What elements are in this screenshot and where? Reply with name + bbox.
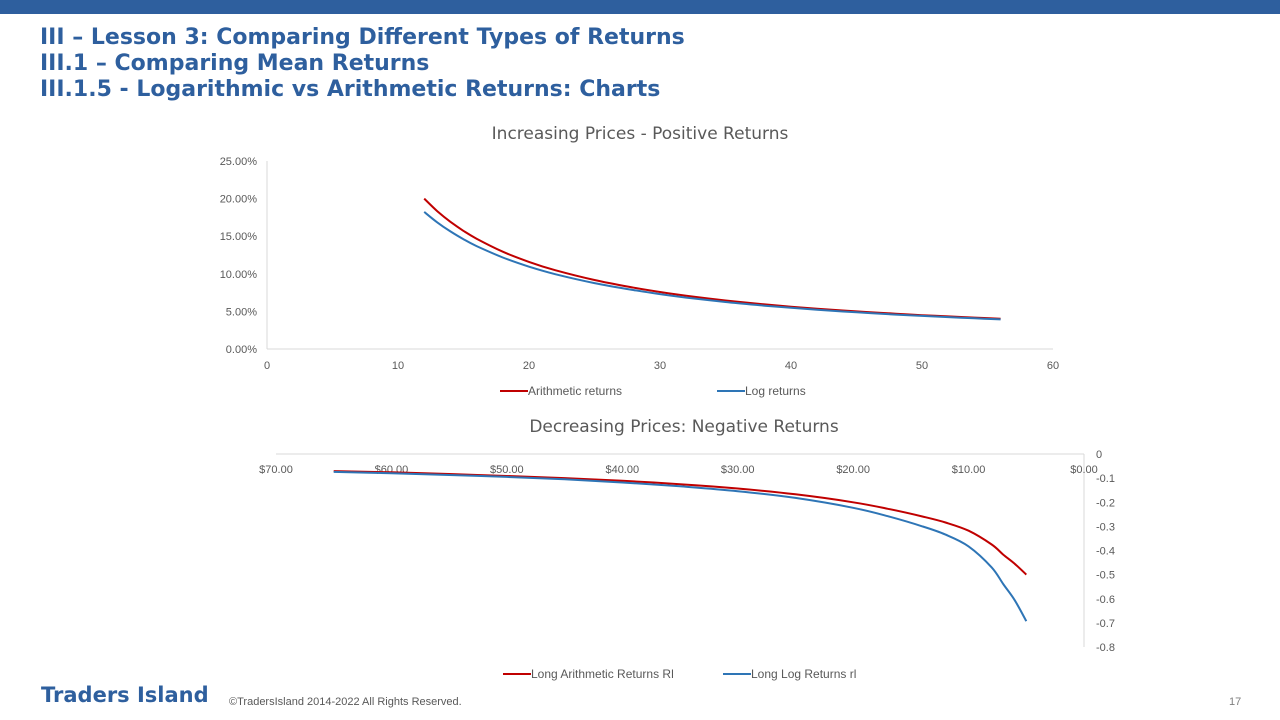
x-tick-label: $70.00 [259, 464, 293, 476]
slide-title-lesson: III – Lesson 3: Comparing Different Type… [40, 25, 685, 50]
chart-increasing-prices: Increasing Prices - Positive Returns 0 10 2… [220, 124, 1059, 398]
top-accent-bar [0, 0, 1280, 14]
x-tick-label: 20 [523, 360, 535, 372]
y-tick-label: -0.3 [1096, 521, 1115, 533]
y-tick-label: -0.2 [1096, 497, 1115, 509]
y-tick-label: 5.00% [226, 306, 257, 318]
y-tick-label: -0.7 [1096, 618, 1115, 630]
y-tick-label: 0.00% [226, 344, 257, 356]
y-tick-label: -0.4 [1096, 546, 1115, 558]
legend-label: Log returns [745, 384, 806, 398]
y-tick-label: -0.1 [1096, 473, 1115, 485]
y-tick-label: 20.00% [220, 194, 258, 206]
x-tick-label: 10 [392, 360, 404, 372]
x-tick-label: 0 [264, 360, 270, 372]
x-tick-label: 30 [654, 360, 666, 372]
y-tick-label: 0 [1096, 449, 1102, 461]
slide-title-subsection: III.1.5 - Logarithmic vs Arithmetic Retu… [40, 77, 661, 102]
y-tick-label: -0.8 [1096, 642, 1115, 654]
x-tick-label: 60 [1047, 360, 1059, 372]
y-tick-label: 15.00% [220, 231, 258, 243]
legend-label: Long Arithmetic Returns Rl [531, 667, 674, 681]
legend-label: Arithmetic returns [528, 384, 622, 398]
x-tick-label: $40.00 [605, 464, 639, 476]
chart-title: Increasing Prices - Positive Returns [492, 124, 789, 144]
series-line-log [423, 211, 1001, 321]
footer-brand-logo: Traders Island [41, 683, 209, 707]
x-tick-label: $20.00 [836, 464, 870, 476]
x-tick-label: 50 [916, 360, 928, 372]
y-tick-label: 10.00% [220, 269, 258, 281]
legend-label: Long Log Returns rl [751, 667, 856, 681]
x-tick-label: $0.00 [1070, 464, 1098, 476]
x-tick-label: 40 [785, 360, 797, 372]
x-tick-label: $50.00 [490, 464, 524, 476]
page-number: 17 [1229, 696, 1242, 708]
chart-decreasing-prices: Decreasing Prices: Negative Returns $70.0… [259, 417, 1115, 681]
x-tick-label: $30.00 [721, 464, 755, 476]
slide-title-block: III – Lesson 3: Comparing Different Type… [40, 25, 685, 103]
y-tick-label: -0.6 [1096, 594, 1115, 606]
series-line-log [333, 470, 1028, 622]
chart-title: Decreasing Prices: Negative Returns [529, 417, 839, 437]
y-tick-label: -0.5 [1096, 570, 1115, 582]
x-tick-label: $10.00 [952, 464, 986, 476]
y-tick-label: 25.00% [220, 156, 258, 168]
footer-copyright: ©TradersIsland 2014-2022 All Rights Rese… [229, 696, 462, 708]
slide-title-section: III.1 – Comparing Mean Returns [40, 51, 430, 76]
